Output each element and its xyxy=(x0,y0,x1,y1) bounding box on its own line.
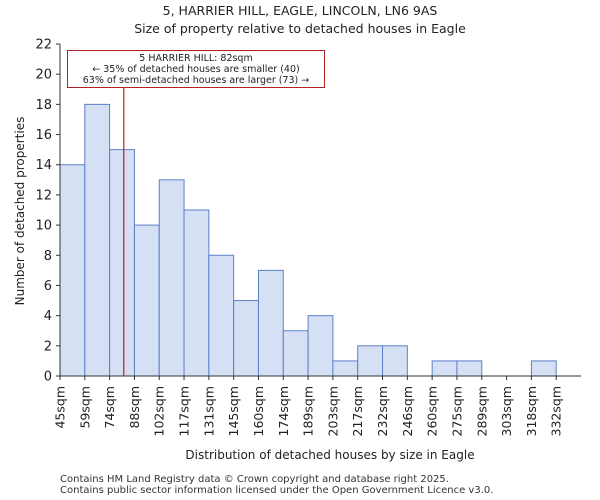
y-axis-label: Number of detached properties xyxy=(13,116,27,306)
y-tick-label: 0 xyxy=(44,370,52,385)
y-tick-label: 14 xyxy=(35,158,52,173)
x-tick-label: 74sqm xyxy=(102,386,117,429)
x-tick-label: 332sqm xyxy=(549,386,564,436)
chart-subtitle: Size of property relative to detached ho… xyxy=(134,21,466,36)
x-tick-label: 145sqm xyxy=(226,386,241,436)
y-tick-label: 8 xyxy=(44,249,52,264)
x-tick-label: 102sqm xyxy=(152,386,167,436)
histogram-bar xyxy=(208,254,235,377)
y-tick-label: 6 xyxy=(44,279,52,294)
histogram-bar xyxy=(282,330,309,377)
y-tick-label: 12 xyxy=(35,188,52,203)
histogram-bar xyxy=(431,360,458,377)
x-axis-label: Distribution of detached houses by size … xyxy=(185,448,475,462)
histogram-bar xyxy=(183,209,210,377)
x-tick-label: 275sqm xyxy=(449,386,464,436)
x-tick-label: 131sqm xyxy=(201,386,216,436)
x-tick-label: 260sqm xyxy=(425,386,440,436)
histogram-bar xyxy=(133,224,160,377)
x-tick-label: 189sqm xyxy=(301,386,316,436)
y-tick-label: 18 xyxy=(35,98,52,113)
x-tick-label: 232sqm xyxy=(375,386,390,436)
annotation-line-1: 5 HARRIER HILL: 82sqm xyxy=(139,53,253,64)
chart-title: 5, HARRIER HILL, EAGLE, LINCOLN, LN6 9AS xyxy=(162,3,438,18)
annotation-line-2: ← 35% of detached houses are smaller (40… xyxy=(92,64,300,75)
annotation-line-3: 63% of semi-detached houses are larger (… xyxy=(82,75,310,86)
histogram-bar xyxy=(332,360,359,377)
y-tick-label: 16 xyxy=(35,128,52,143)
histogram-bar xyxy=(257,269,284,377)
histogram-bar xyxy=(382,345,408,377)
x-tick-label: 160sqm xyxy=(251,386,266,436)
histogram-bar xyxy=(307,315,334,377)
histogram-bar xyxy=(59,164,86,377)
x-tick-label: 45sqm xyxy=(53,386,68,429)
footer-line-2: Contains public sector information licen… xyxy=(60,485,494,496)
y-tick-label: 4 xyxy=(44,309,52,324)
y-tick-label: 20 xyxy=(35,68,52,83)
histogram-bar xyxy=(158,179,185,377)
y-tick-label: 10 xyxy=(35,219,52,234)
histogram-bar xyxy=(233,300,259,377)
x-tick-label: 174sqm xyxy=(276,386,291,436)
y-tick-label: 22 xyxy=(35,38,52,53)
histogram-bar xyxy=(456,360,483,377)
x-tick-label: 88sqm xyxy=(127,386,142,429)
footer-line-1: Contains HM Land Registry data © Crown c… xyxy=(60,474,449,485)
histogram-bar xyxy=(84,103,111,377)
y-tick-label: 2 xyxy=(44,339,52,354)
histogram-bar xyxy=(109,149,135,377)
histogram-bar xyxy=(530,360,557,377)
annotation-box: 5 HARRIER HILL: 82sqm ← 35% of detached … xyxy=(67,50,325,88)
x-tick-label: 217sqm xyxy=(350,386,365,436)
x-tick-label: 246sqm xyxy=(400,386,415,436)
x-tick-label: 203sqm xyxy=(325,386,340,436)
x-tick-label: 318sqm xyxy=(524,386,539,436)
x-tick-label: 303sqm xyxy=(499,386,514,436)
x-tick-label: 59sqm xyxy=(77,386,92,429)
histogram-bar xyxy=(357,345,384,377)
x-tick-label: 289sqm xyxy=(474,386,489,436)
x-tick-label: 117sqm xyxy=(177,386,192,436)
